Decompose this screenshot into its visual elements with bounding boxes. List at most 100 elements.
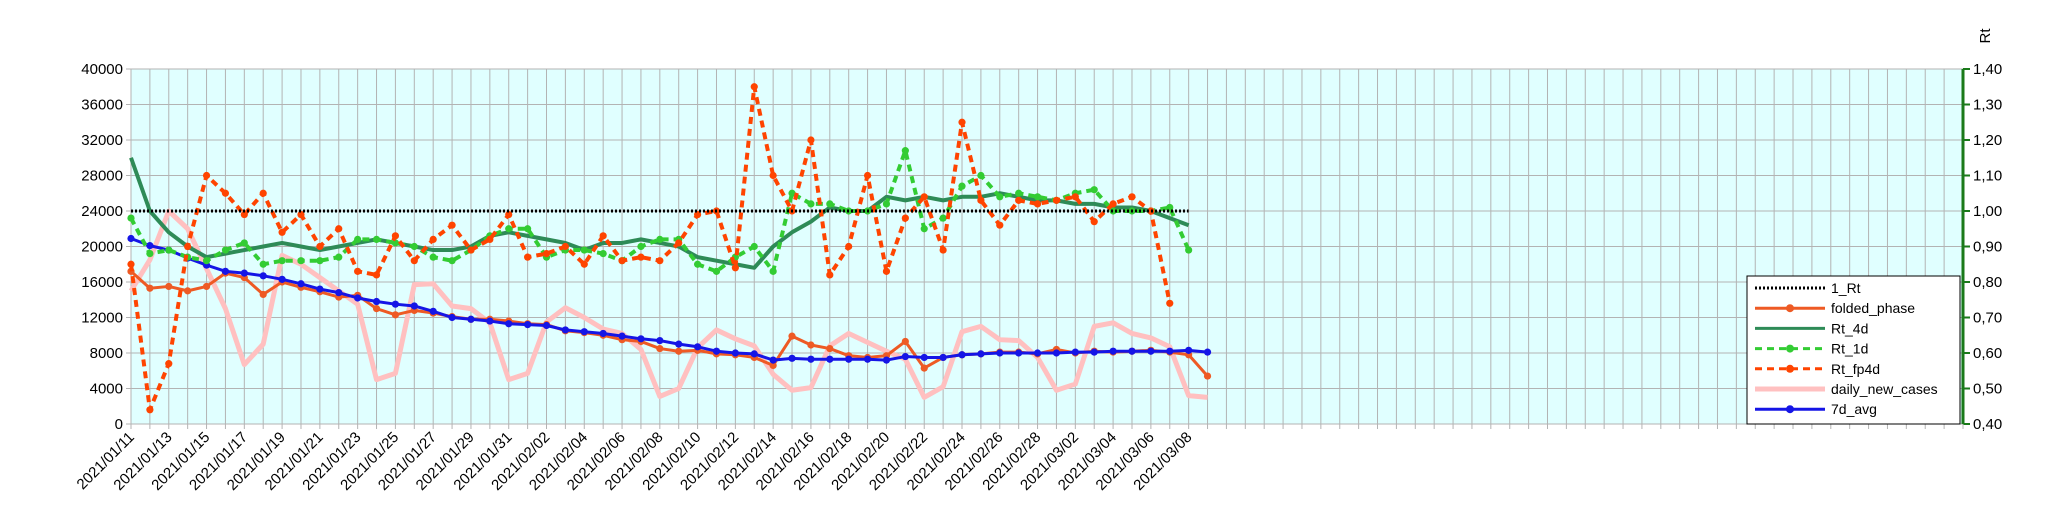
- series-daily_new_cases: [128, 208, 1208, 400]
- data-point-Rt_fp4d: [1071, 193, 1079, 201]
- data-point-Rt_fp4d: [977, 196, 985, 204]
- data-point-Rt_1d: [391, 239, 400, 247]
- legend-label: folded_phase: [1831, 300, 1915, 316]
- data-point-Rt_1d: [769, 267, 777, 275]
- data-point-7d_avg: [1033, 349, 1042, 357]
- legend-label: Rt_1d: [1831, 341, 1868, 357]
- data-point-7d_avg: [391, 300, 400, 308]
- data-point-Rt_fp4d: [675, 239, 683, 247]
- legend-item-folded_phase: folded_phase: [1755, 300, 1915, 316]
- y-tick-label: 12000: [81, 310, 123, 327]
- data-point-Rt_1d: [354, 235, 362, 243]
- data-point-7d_avg: [731, 349, 739, 357]
- data-point-Rt_1d: [1185, 246, 1193, 254]
- data-point-Rt_1d: [448, 257, 456, 265]
- legend-label: Rt_fp4d: [1831, 361, 1880, 377]
- y-tick-label: 4000: [90, 381, 123, 398]
- y-axis-ticks: 0 4000 8000 12000 16000 20000 24000 28000 32000 3…: [81, 61, 131, 433]
- data-point-7d_avg: [675, 340, 683, 348]
- y2-tick-label: 1,10: [1973, 168, 2002, 185]
- data-point-folded_phase: [826, 344, 834, 353]
- data-point-Rt_1d: [882, 200, 891, 208]
- y2-tick-label: 0,50: [1973, 381, 2002, 398]
- data-point-7d_avg: [524, 321, 532, 329]
- legend-item-Rt_4d: Rt_4d: [1755, 320, 1868, 336]
- data-point-7d_avg: [486, 317, 494, 325]
- data-point-Rt_fp4d: [354, 267, 362, 275]
- data-point-Rt_1d: [221, 246, 230, 254]
- y-tick-label: 0: [115, 416, 123, 433]
- legend-item-7d_avg: 7d_avg: [1755, 401, 1877, 417]
- data-point-Rt_1d: [920, 225, 928, 233]
- data-point-7d_avg: [863, 355, 872, 363]
- data-point-7d_avg: [599, 329, 607, 338]
- y2-tick-label: 0,90: [1973, 239, 2002, 256]
- series-line-daily_new_cases: [128, 208, 1208, 400]
- data-point-7d_avg: [335, 289, 343, 297]
- data-point-Rt_fp4d: [769, 171, 777, 180]
- data-point-Rt_1d: [1166, 203, 1174, 212]
- data-point-folded_phase: [901, 337, 909, 346]
- data-point-7d_avg: [939, 353, 947, 362]
- data-point-Rt_1d: [580, 246, 588, 254]
- data-point-Rt_1d: [1015, 189, 1023, 197]
- data-point-7d_avg: [354, 294, 362, 302]
- data-point-7d_avg: [429, 307, 437, 315]
- y2-tick-label: 0,60: [1973, 345, 2002, 362]
- data-point-folded_phase: [788, 332, 796, 340]
- data-point-Rt_1d: [505, 225, 513, 233]
- data-point-Rt_fp4d: [1128, 193, 1136, 201]
- data-point-7d_avg: [1203, 348, 1212, 356]
- data-point-7d_avg: [542, 321, 551, 330]
- data-point-7d_avg: [146, 242, 154, 250]
- data-point-7d_avg: [1052, 349, 1061, 357]
- data-point-7d_avg: [845, 355, 853, 363]
- data-point-7d_avg: [240, 269, 248, 277]
- data-point-7d_avg: [505, 320, 513, 328]
- data-point-7d_avg: [372, 297, 381, 306]
- data-point-Rt_fp4d: [297, 210, 305, 219]
- data-point-7d_avg: [1109, 347, 1117, 355]
- y-tick-label: 36000: [81, 97, 123, 114]
- data-point-Rt_fp4d: [429, 235, 437, 243]
- data-point-Rt_fp4d: [221, 189, 230, 197]
- data-point-Rt_1d: [712, 267, 721, 275]
- data-point-Rt_fp4d: [1015, 196, 1023, 204]
- data-point-Rt_1d: [788, 189, 796, 197]
- y2-axis-ticks: 0,40 0,50 0,60 0,70 0,80 0,90 1,00 1,10 1,20 1,30…: [1963, 61, 2002, 433]
- data-point-Rt_1d: [807, 200, 815, 208]
- data-point-7d_avg: [316, 285, 324, 293]
- data-point-Rt_fp4d: [826, 271, 834, 279]
- data-point-7d_avg: [920, 353, 928, 362]
- data-point-Rt_fp4d: [1033, 200, 1042, 208]
- y2-tick-label: 0,80: [1973, 274, 2002, 291]
- data-point-7d_avg: [1090, 348, 1098, 356]
- data-point-Rt_1d: [939, 214, 947, 222]
- y2-tick-label: 1,40: [1973, 61, 2002, 78]
- data-point-Rt_1d: [1109, 207, 1117, 215]
- data-point-Rt_1d: [750, 242, 758, 251]
- y-tick-label: 16000: [81, 274, 123, 291]
- data-point-Rt_fp4d: [693, 210, 702, 219]
- data-point-Rt_fp4d: [1090, 218, 1098, 226]
- data-point-folded_phase: [656, 344, 664, 353]
- data-point-Rt_1d: [240, 239, 248, 247]
- data-point-Rt_1d: [693, 260, 702, 268]
- data-point-Rt_1d: [429, 253, 437, 261]
- data-point-Rt_fp4d: [656, 257, 664, 265]
- data-point-7d_avg: [221, 267, 230, 275]
- data-point-7d_avg: [580, 328, 588, 336]
- data-point-folded_phase: [391, 311, 400, 319]
- y-tick-label: 28000: [81, 168, 123, 185]
- data-point-Rt_fp4d: [524, 253, 532, 261]
- data-point-Rt_fp4d: [505, 210, 513, 219]
- data-point-Rt_1d: [524, 225, 532, 233]
- data-point-Rt_fp4d: [996, 221, 1004, 229]
- data-point-Rt_fp4d: [939, 246, 947, 254]
- data-point-Rt_fp4d: [901, 214, 909, 222]
- data-point-7d_avg: [1128, 347, 1136, 355]
- data-point-7d_avg: [826, 355, 834, 363]
- data-point-7d_avg: [278, 275, 286, 283]
- data-point-7d_avg: [1015, 349, 1023, 357]
